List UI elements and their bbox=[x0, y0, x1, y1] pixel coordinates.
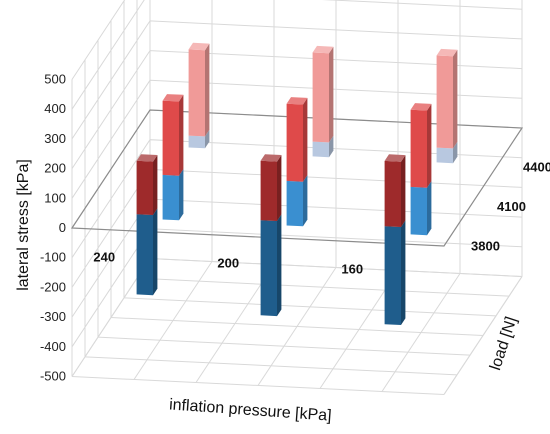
z-tick-label: 4100 bbox=[497, 199, 526, 214]
y-tick-label: -500 bbox=[40, 369, 66, 384]
bar-side bbox=[329, 135, 334, 158]
bar-front bbox=[312, 141, 329, 158]
bar-side bbox=[205, 129, 210, 149]
bar-side bbox=[153, 208, 158, 296]
bar-top bbox=[162, 94, 184, 102]
bar bbox=[162, 94, 184, 176]
bar-front bbox=[436, 55, 453, 149]
bar-front bbox=[410, 186, 427, 236]
bar-front bbox=[260, 220, 277, 317]
bar-side bbox=[179, 169, 184, 221]
bar-side bbox=[303, 97, 308, 182]
y-tick-label: -400 bbox=[40, 339, 66, 354]
bar-front bbox=[410, 109, 427, 188]
bar bbox=[286, 97, 308, 182]
bar bbox=[410, 103, 432, 188]
floor-edge bbox=[443, 276, 523, 395]
bar-side bbox=[453, 49, 458, 149]
y-tick-label: -300 bbox=[40, 309, 66, 324]
gridline-floor bbox=[97, 336, 471, 356]
bar-top bbox=[410, 103, 432, 111]
y-axis-title: lateral stress [kPa] bbox=[15, 159, 32, 291]
gridline-floor bbox=[123, 297, 497, 317]
bar-front bbox=[162, 174, 179, 221]
bar-front bbox=[436, 147, 453, 164]
z-tick-label: 3800 bbox=[471, 238, 500, 253]
bar-front bbox=[188, 49, 205, 137]
bar-front bbox=[286, 103, 303, 182]
bar bbox=[286, 174, 308, 227]
bar-front bbox=[136, 160, 153, 215]
y-tick-labels: 500 400 300 200 100 0 -100 -200 -300 -400 -500 bbox=[40, 72, 66, 384]
gridline-floor bbox=[84, 356, 458, 376]
gridlines bbox=[70, 0, 524, 395]
x-tick-labels: 240 200 160 bbox=[93, 250, 363, 277]
bar-side bbox=[329, 46, 334, 143]
bar-side bbox=[205, 43, 210, 137]
gridline-floor bbox=[110, 317, 484, 336]
z-tick-label: 4400 bbox=[523, 160, 550, 175]
bar-side bbox=[453, 141, 458, 164]
z-tick-labels: 3800 4100 4400 bbox=[471, 160, 550, 254]
bar-top bbox=[312, 45, 334, 54]
bar-side bbox=[277, 155, 282, 221]
bar-side bbox=[401, 155, 406, 227]
bars bbox=[136, 42, 458, 325]
y-tick-label: 400 bbox=[44, 101, 66, 116]
y-tick-label: -100 bbox=[40, 250, 66, 265]
y-tick-label: -200 bbox=[40, 279, 66, 294]
bar bbox=[384, 219, 406, 325]
x-tick-label: 240 bbox=[93, 250, 115, 265]
gridline-floor bbox=[149, 258, 523, 277]
bar bbox=[188, 42, 210, 137]
bar bbox=[162, 168, 184, 221]
bar-side bbox=[427, 181, 432, 236]
bar-front bbox=[136, 214, 153, 296]
bar bbox=[384, 154, 406, 227]
x-tick-label: 200 bbox=[217, 256, 239, 271]
bar-top bbox=[260, 154, 282, 162]
z-axis-title: load [N] bbox=[487, 315, 520, 373]
bar-side bbox=[153, 155, 158, 215]
bar-front bbox=[312, 52, 329, 143]
gridline-floor bbox=[136, 277, 510, 297]
bar-side bbox=[427, 103, 432, 188]
bar-side bbox=[401, 220, 406, 325]
bar-side bbox=[303, 175, 308, 227]
gridline-floor bbox=[71, 376, 445, 395]
bar bbox=[260, 213, 282, 317]
bar-side bbox=[277, 214, 282, 317]
bar bbox=[136, 207, 158, 296]
bar bbox=[312, 45, 334, 143]
bar-front bbox=[384, 160, 401, 227]
y-tick-label: 100 bbox=[44, 190, 66, 205]
bar bbox=[136, 154, 158, 215]
bar-front bbox=[286, 180, 303, 227]
x-axis-title: inflation pressure [kPa] bbox=[169, 396, 333, 424]
zero-plane bbox=[70, 109, 524, 247]
bar-front bbox=[260, 160, 277, 221]
y-tick-label: 200 bbox=[44, 161, 66, 176]
bar-front bbox=[384, 226, 401, 325]
bar-top bbox=[188, 42, 210, 51]
bar bbox=[410, 180, 432, 236]
x-tick-label: 160 bbox=[341, 262, 363, 277]
bar bbox=[436, 48, 458, 149]
y-tick-label: 500 bbox=[44, 72, 66, 87]
bar-front bbox=[162, 100, 179, 176]
bar-front bbox=[188, 135, 205, 149]
bar-top bbox=[286, 97, 308, 105]
bar-top bbox=[136, 154, 158, 162]
y-tick-label: 0 bbox=[59, 220, 66, 235]
bar-top bbox=[436, 48, 458, 57]
bar bbox=[260, 154, 282, 221]
bar-top bbox=[384, 154, 406, 162]
bar-side bbox=[179, 94, 184, 176]
y-tick-label: 300 bbox=[44, 131, 66, 146]
